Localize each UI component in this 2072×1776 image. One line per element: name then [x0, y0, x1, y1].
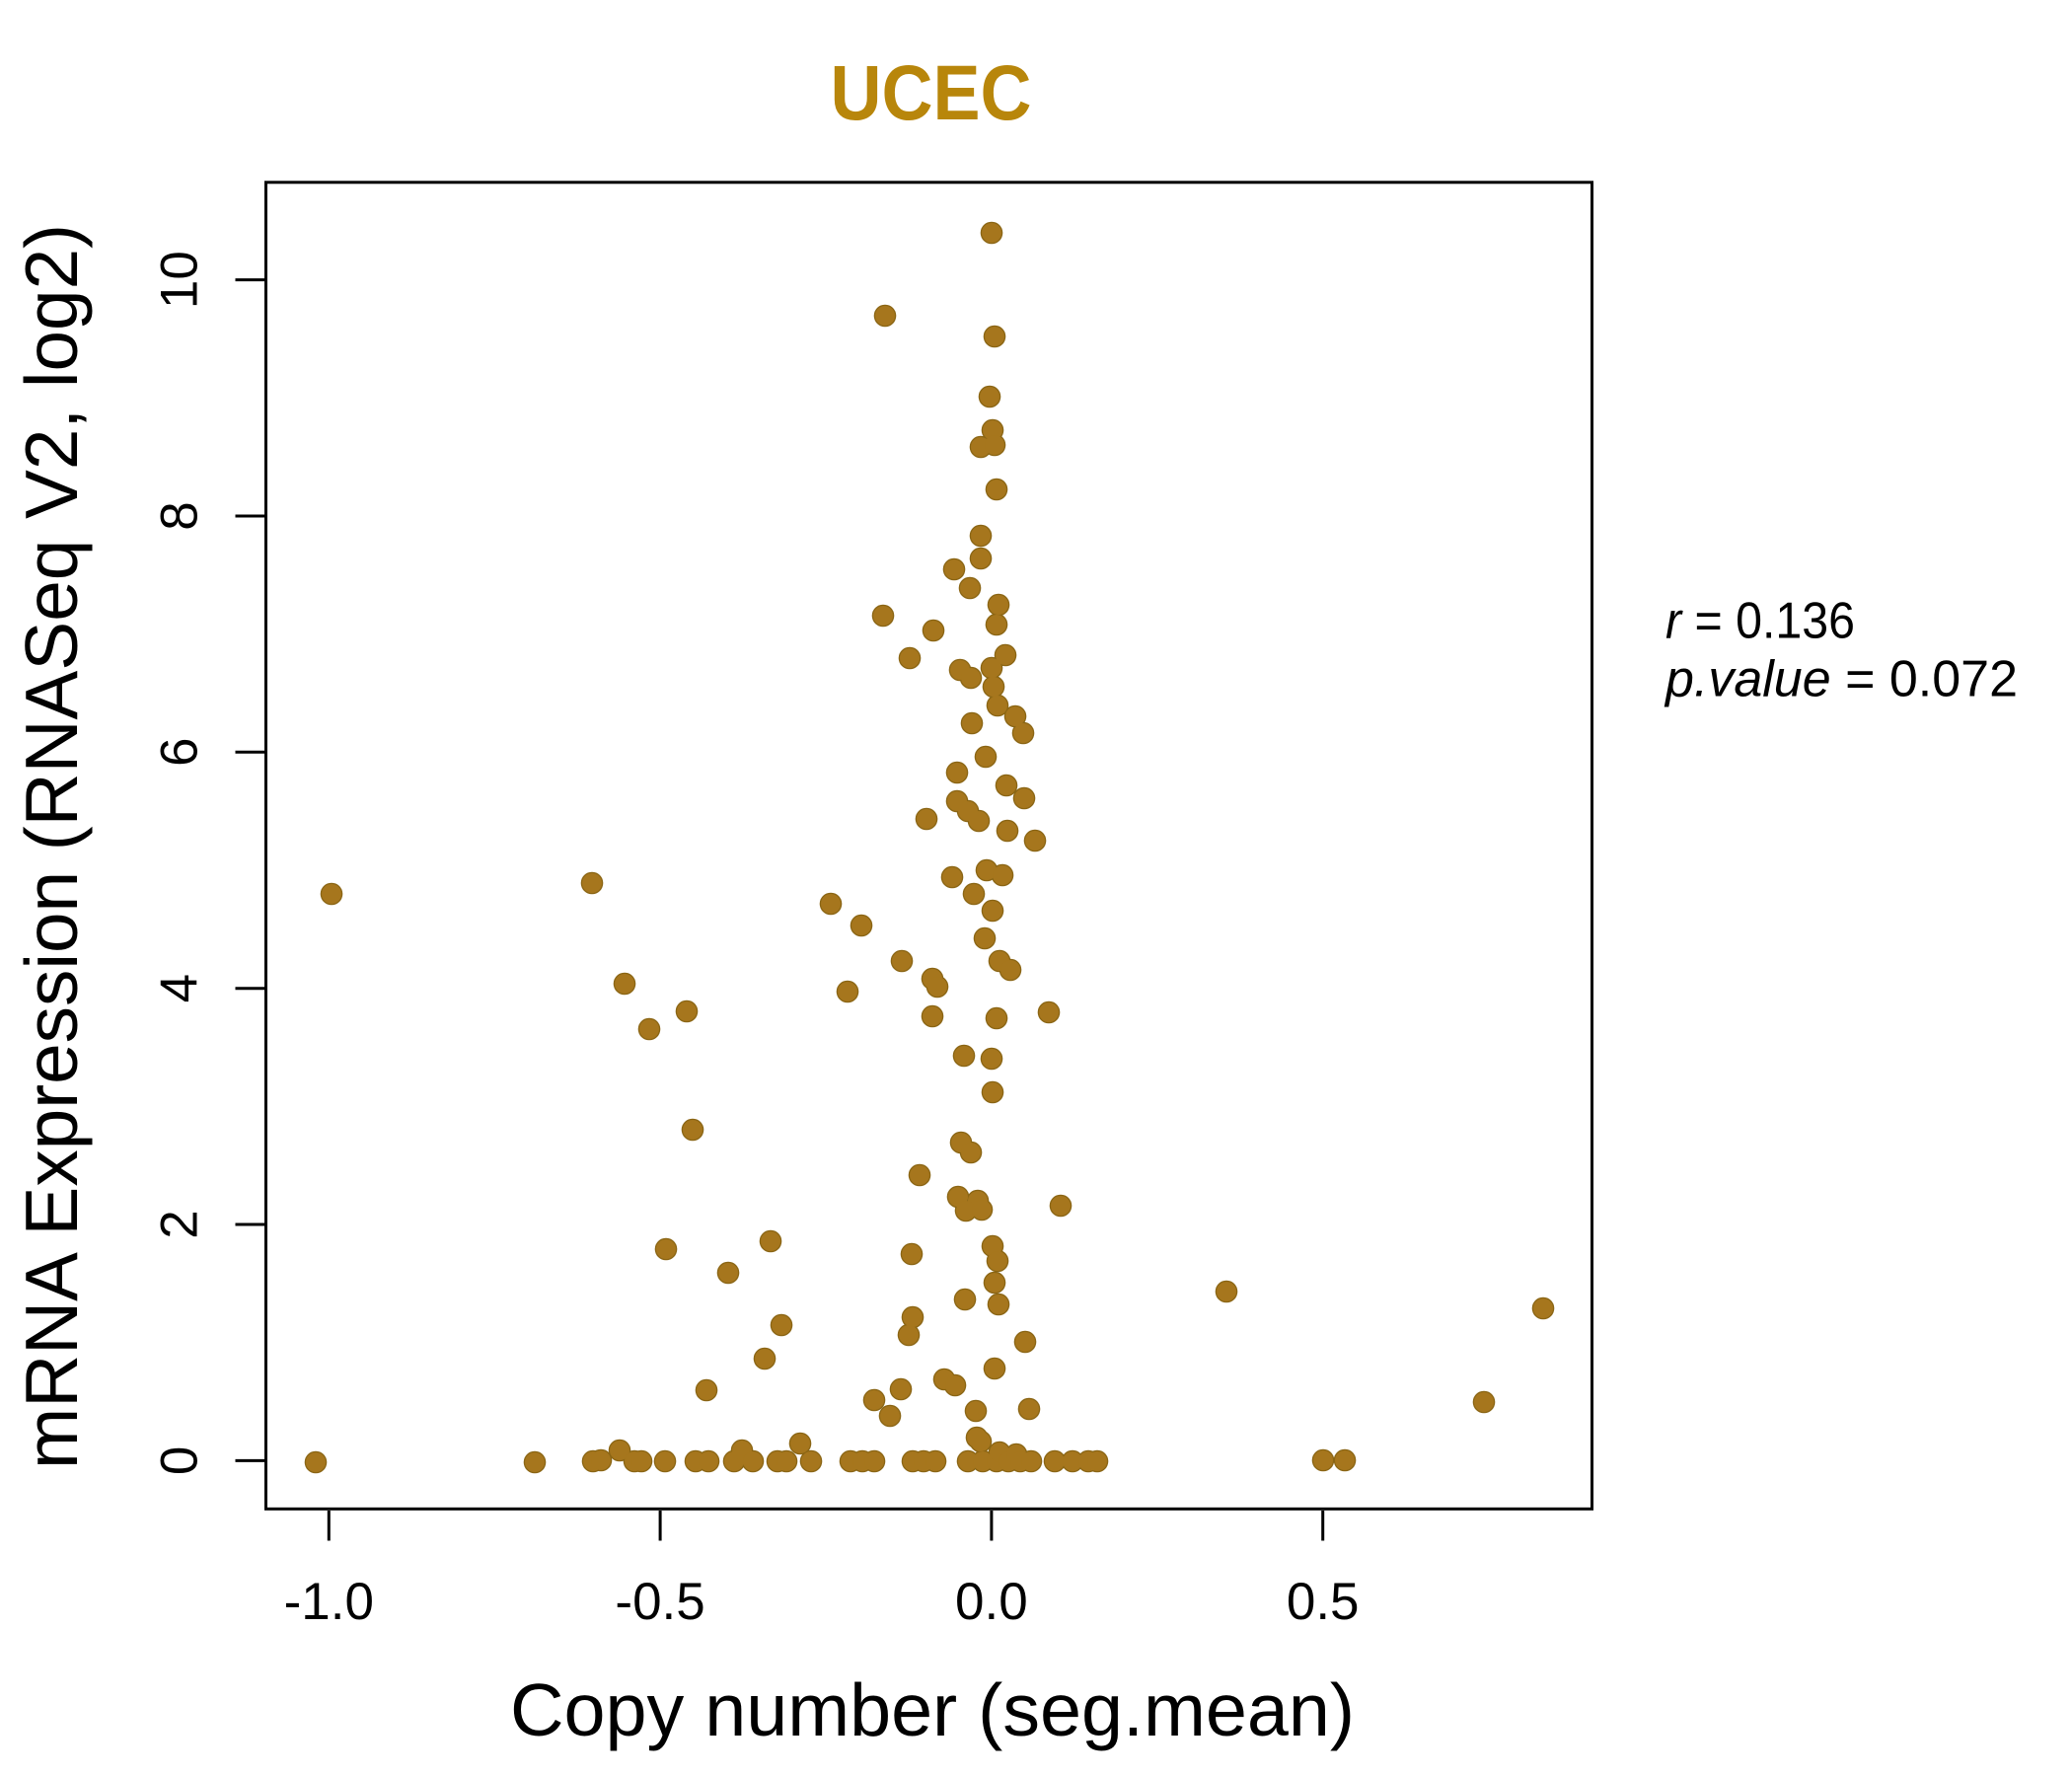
svg-text:r = 0.136: r = 0.136 — [1665, 592, 1855, 649]
svg-text:-1.0: -1.0 — [284, 1573, 374, 1631]
svg-text:-0.5: -0.5 — [615, 1573, 704, 1631]
svg-text:2: 2 — [151, 1210, 209, 1238]
svg-text:Copy number (seg.mean): Copy number (seg.mean) — [510, 1668, 1355, 1751]
svg-text:0.0: 0.0 — [955, 1573, 1028, 1631]
svg-text:10: 10 — [151, 251, 209, 309]
svg-text:0.5: 0.5 — [1287, 1573, 1360, 1631]
svg-text:6: 6 — [151, 738, 209, 767]
svg-text:8: 8 — [151, 501, 209, 530]
svg-text:mRNA Expression (RNASeq V2, lo: mRNA Expression (RNASeq V2, log2) — [10, 224, 93, 1469]
svg-text:0: 0 — [151, 1446, 209, 1475]
svg-text:UCEC: UCEC — [831, 48, 1032, 136]
svg-text:p.value = 0.072: p.value = 0.072 — [1664, 650, 2018, 707]
svg-text:4: 4 — [151, 974, 209, 1002]
